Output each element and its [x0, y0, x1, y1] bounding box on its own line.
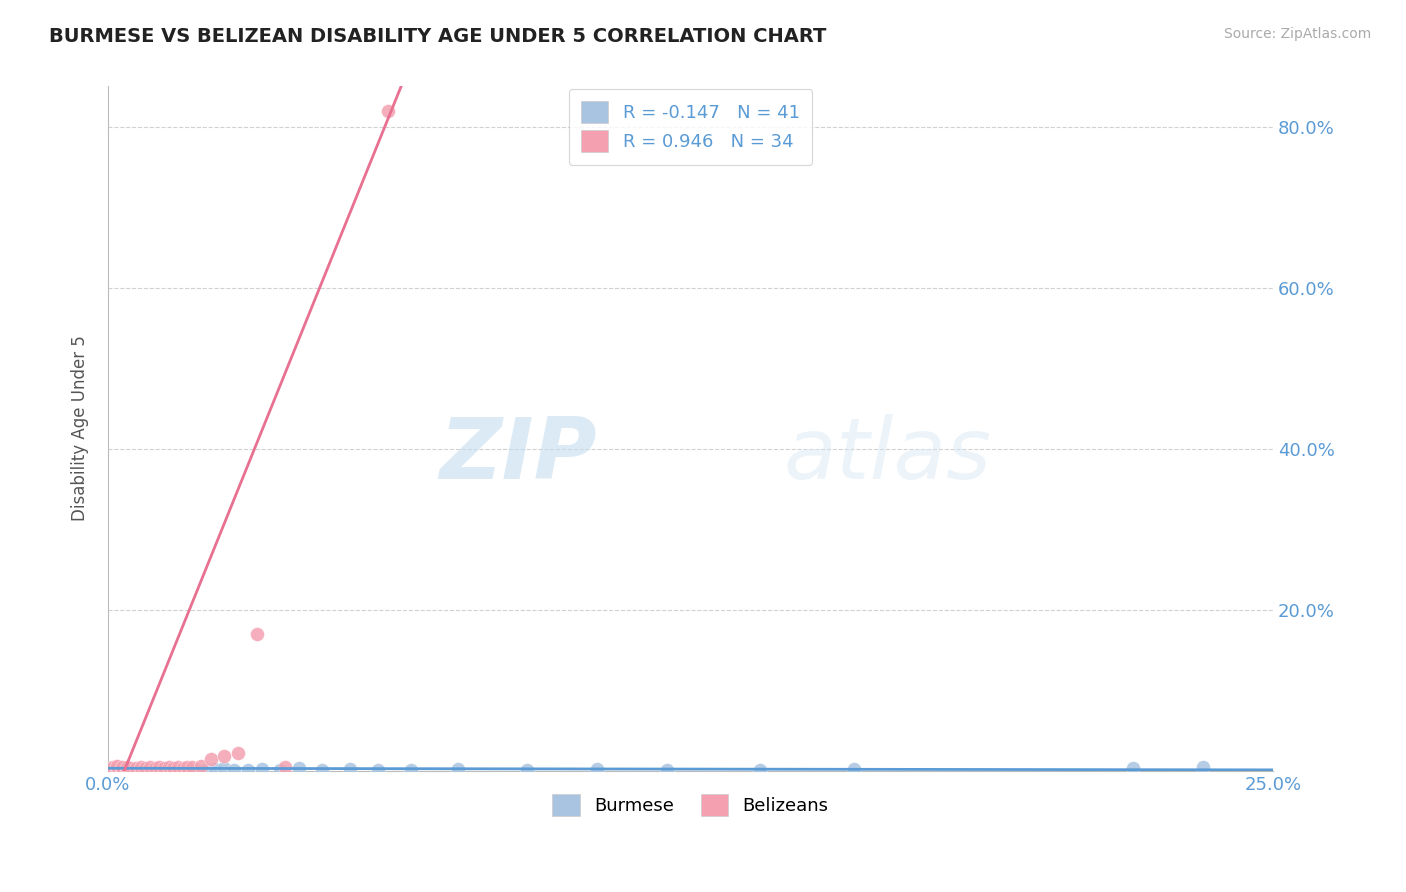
Point	[157, 760, 180, 774]
Text: atlas: atlas	[783, 415, 991, 498]
Point	[1192, 760, 1215, 774]
Point	[516, 763, 538, 777]
Point	[120, 763, 142, 777]
Point	[101, 763, 124, 777]
Point	[250, 762, 273, 776]
Point	[586, 762, 609, 776]
Y-axis label: Disability Age Under 5: Disability Age Under 5	[72, 335, 89, 522]
Point	[105, 763, 128, 777]
Point	[111, 762, 134, 776]
Point	[657, 763, 679, 777]
Point	[367, 763, 389, 777]
Point	[236, 763, 259, 777]
Point	[129, 762, 152, 776]
Point	[180, 760, 202, 774]
Point	[139, 762, 162, 776]
Point	[105, 760, 128, 774]
Point	[115, 762, 138, 776]
Point	[269, 763, 291, 777]
Point	[167, 763, 190, 777]
Point	[204, 762, 226, 776]
Point	[134, 763, 156, 777]
Point	[339, 762, 361, 776]
Point	[125, 763, 148, 777]
Point	[194, 763, 217, 777]
Point	[105, 759, 128, 773]
Point	[153, 761, 176, 775]
Point	[176, 759, 198, 773]
Point	[377, 103, 399, 118]
Point	[101, 759, 124, 773]
Point	[120, 762, 142, 776]
Point	[172, 761, 194, 775]
Point	[228, 746, 250, 760]
Legend: Burmese, Belizeans: Burmese, Belizeans	[546, 787, 835, 823]
Point	[446, 762, 468, 776]
Point	[105, 762, 128, 776]
Point	[101, 763, 124, 777]
Text: Source: ZipAtlas.com: Source: ZipAtlas.com	[1223, 27, 1371, 41]
Point	[115, 762, 138, 776]
Point	[120, 761, 142, 775]
Point	[111, 761, 134, 775]
Point	[129, 760, 152, 774]
Point	[176, 762, 198, 776]
Point	[167, 759, 190, 773]
Point	[157, 763, 180, 777]
Point	[148, 760, 170, 774]
Point	[148, 763, 170, 777]
Point	[101, 761, 124, 775]
Point	[153, 762, 176, 776]
Point	[399, 763, 422, 777]
Point	[111, 762, 134, 776]
Point	[111, 759, 134, 773]
Point	[1122, 761, 1144, 775]
Point	[214, 761, 236, 775]
Point	[190, 759, 212, 773]
Point	[101, 762, 124, 776]
Point	[288, 761, 311, 775]
Point	[105, 762, 128, 776]
Point	[162, 761, 184, 775]
Point	[246, 627, 269, 641]
Point	[222, 763, 245, 777]
Text: BURMESE VS BELIZEAN DISABILITY AGE UNDER 5 CORRELATION CHART: BURMESE VS BELIZEAN DISABILITY AGE UNDER…	[49, 27, 827, 45]
Point	[115, 760, 138, 774]
Point	[125, 761, 148, 775]
Point	[200, 751, 222, 765]
Point	[842, 762, 865, 776]
Point	[214, 749, 236, 764]
Point	[274, 759, 297, 773]
Point	[749, 763, 772, 777]
Point	[120, 762, 142, 776]
Point	[139, 760, 162, 774]
Point	[111, 763, 134, 777]
Point	[143, 763, 166, 777]
Point	[186, 763, 208, 777]
Point	[143, 761, 166, 775]
Point	[134, 761, 156, 775]
Point	[311, 763, 333, 777]
Text: ZIP: ZIP	[440, 415, 598, 498]
Point	[115, 763, 138, 777]
Point	[129, 762, 152, 776]
